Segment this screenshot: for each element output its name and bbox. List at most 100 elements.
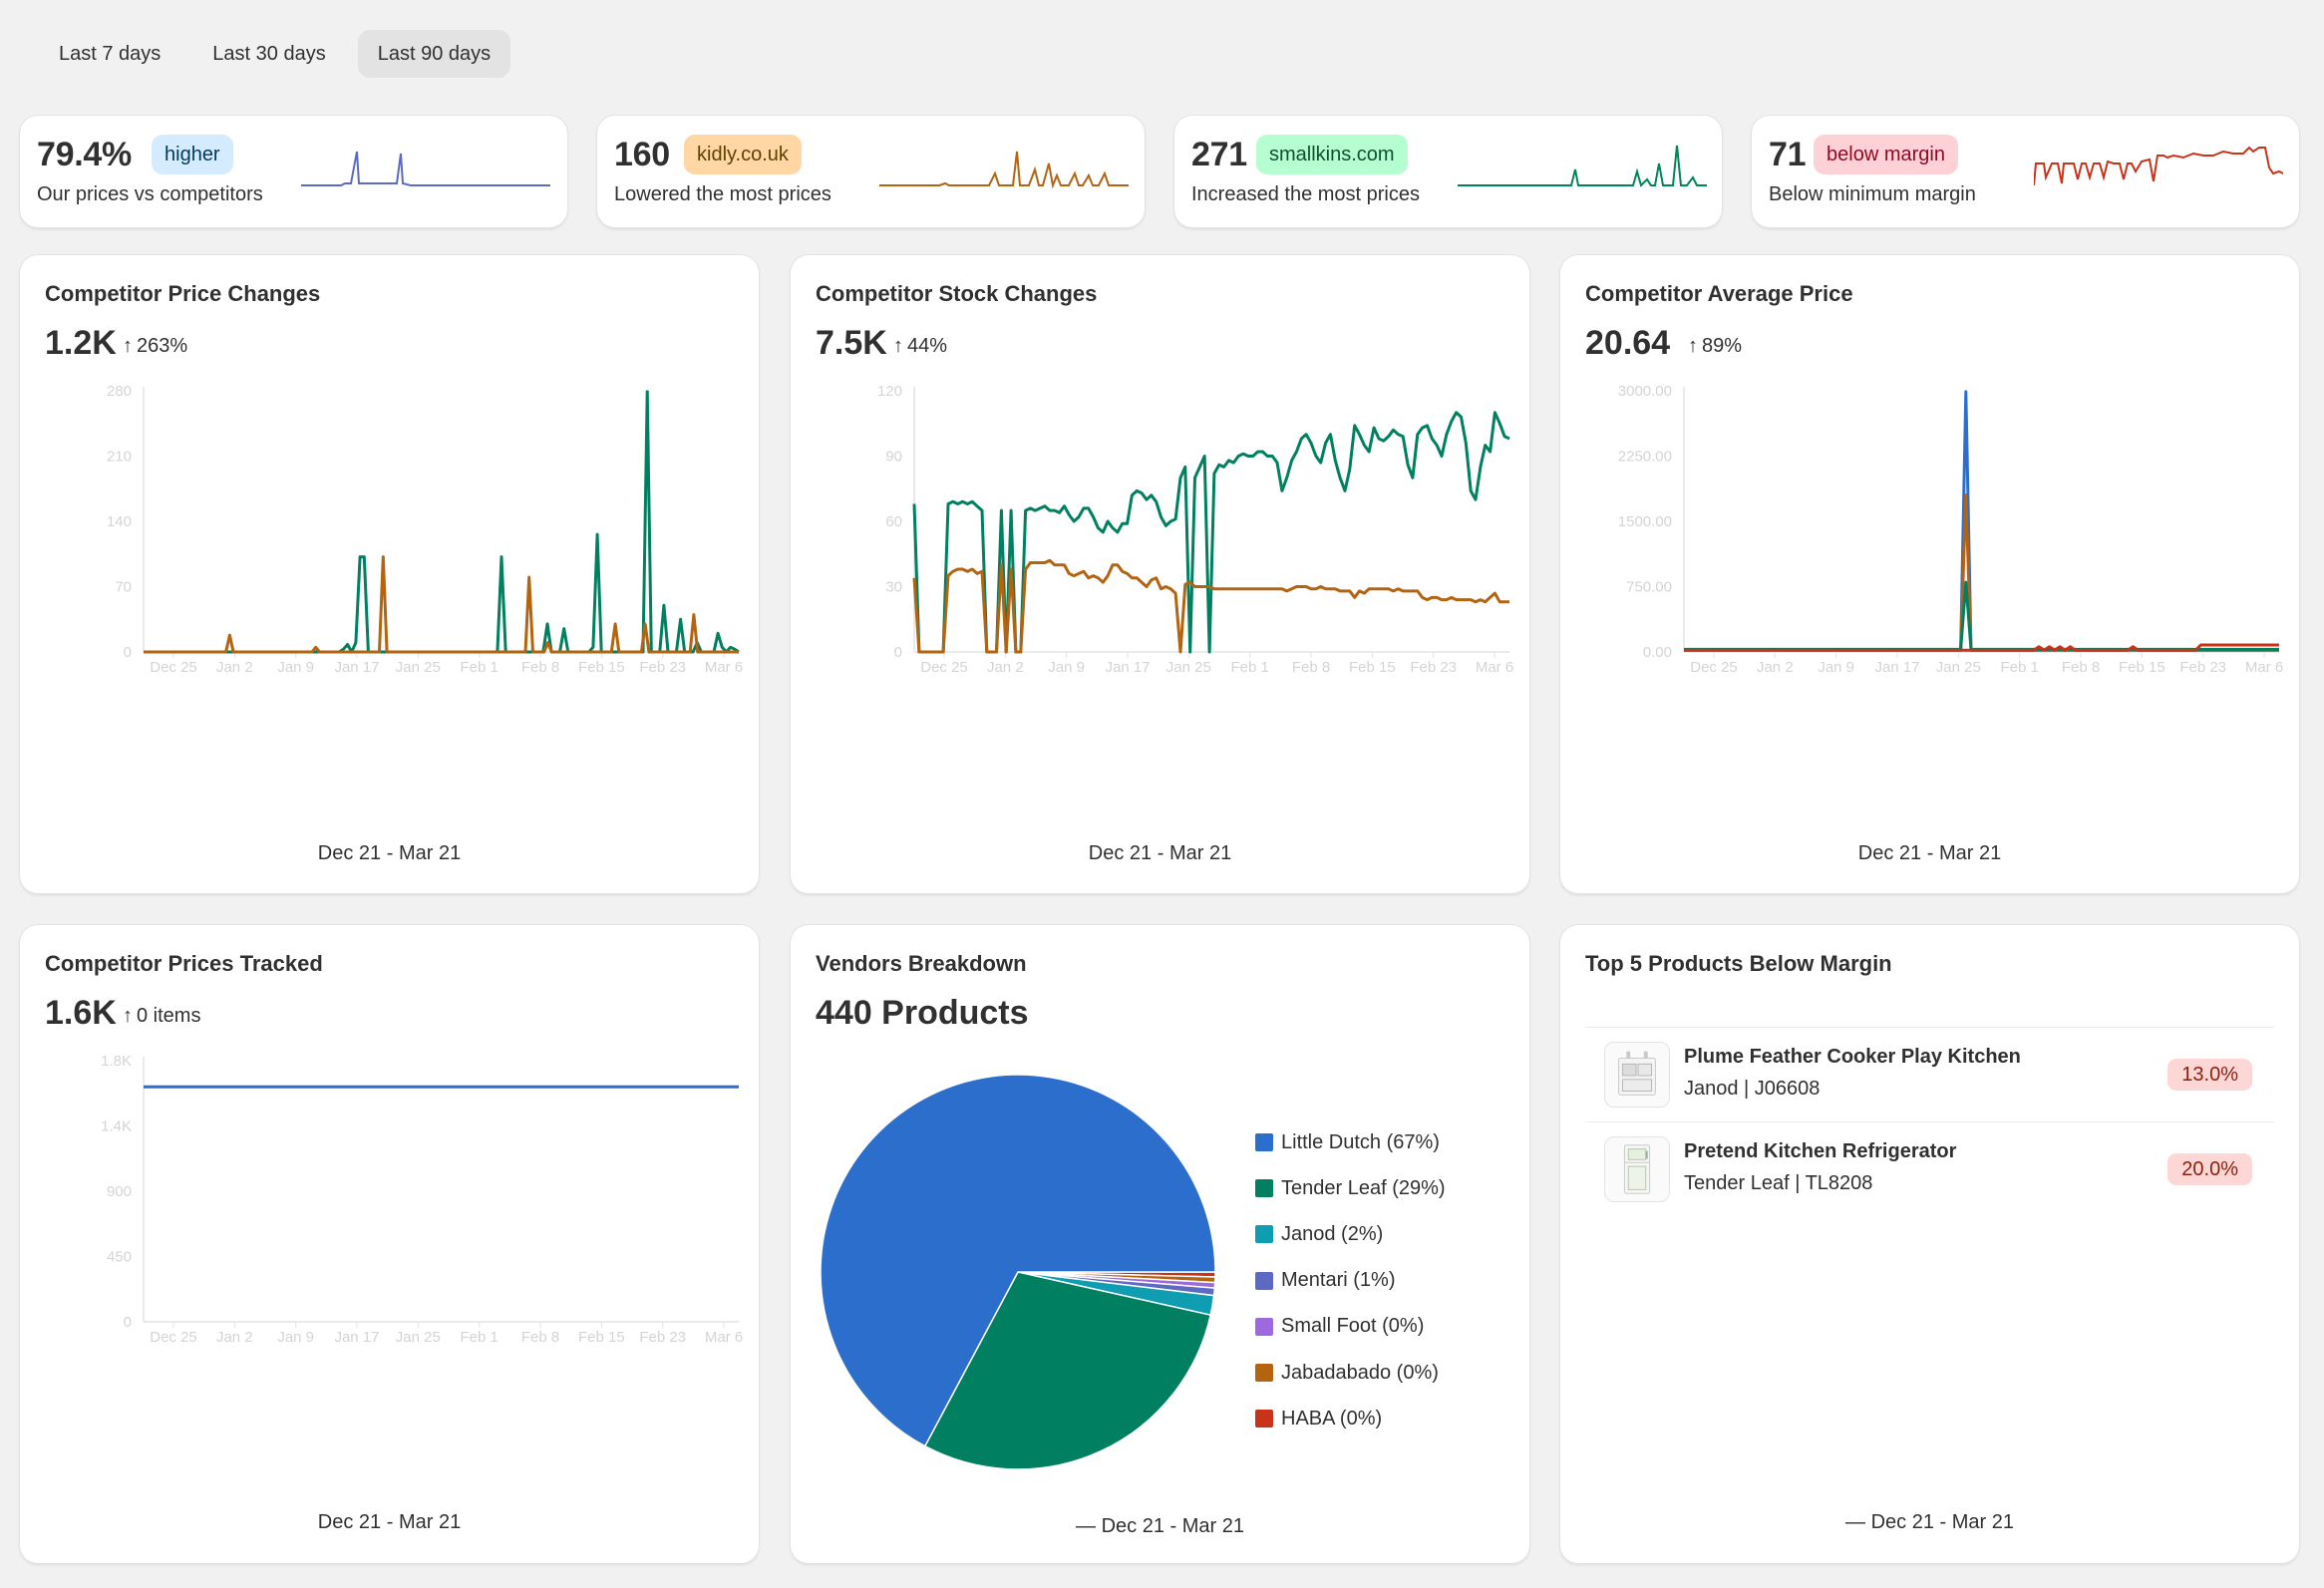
delta: ↑ 263% bbox=[123, 335, 188, 357]
x-tick-label: Jan 25 bbox=[396, 659, 441, 676]
x-tick-label: Jan 2 bbox=[1757, 659, 1794, 676]
legend-item[interactable]: Tender Leaf (29%) bbox=[1255, 1165, 1446, 1211]
delta: ↑ 44% bbox=[893, 335, 948, 357]
product-name: Pretend Kitchen Refrigerator bbox=[1684, 1140, 1957, 1162]
stock-changes-chart[interactable]: 0 30 60 90 120 Dec 25 Jan 2 Jan 9 Jan 17 Jan 25 Fe… bbox=[791, 375, 1529, 794]
pie-legend: Little Dutch (67%) Tender Leaf (29%) Janod… bbox=[1255, 1119, 1446, 1441]
tab-last-90-days[interactable]: Last 90 days bbox=[357, 30, 511, 78]
big-value: 7.5K bbox=[816, 324, 887, 362]
x-tick-label: Dec 25 bbox=[1690, 659, 1738, 676]
prices-tracked-chart[interactable]: 0 450 900 1.4K 1.8K Dec 25 Jan 2 Jan 9 Jan 17 Jan… bbox=[20, 1045, 759, 1463]
x-tick-label: Feb 15 bbox=[2119, 659, 2165, 676]
pie-slice[interactable] bbox=[923, 1271, 1212, 1470]
date-range: — Dec 21 - Mar 21 bbox=[1076, 1515, 1244, 1537]
kpi-value: 79.4% bbox=[37, 136, 132, 173]
legend-item[interactable]: Little Dutch (67%) bbox=[1255, 1119, 1446, 1165]
legend-label: Jabadabado (0%) bbox=[1281, 1361, 1439, 1384]
average-price-card: Competitor Average Price 20.64 ↑ 89% 0.00… bbox=[1560, 255, 2299, 893]
x-tick-label: Feb 1 bbox=[2000, 659, 2038, 676]
divider bbox=[1585, 1027, 2274, 1028]
arrow-up-icon: ↑ bbox=[123, 335, 133, 357]
x-tick-label: Mar 6 bbox=[2245, 659, 2283, 676]
legend-label: HABA (0%) bbox=[1281, 1407, 1383, 1429]
x-tick-label: Feb 1 bbox=[1230, 659, 1268, 676]
kpi-badge: higher bbox=[152, 135, 233, 174]
card-title: Competitor Prices Tracked bbox=[45, 951, 323, 976]
kpi-label: Below minimum margin bbox=[1769, 183, 1976, 205]
average-price-chart[interactable]: 0.00 750.00 1500.00 2250.00 3000.00 Dec 25 Jan… bbox=[1560, 375, 2299, 794]
date-range: Dec 21 - Mar 21 bbox=[317, 842, 462, 864]
pie-slice[interactable] bbox=[821, 1075, 1216, 1447]
card-title: Competitor Stock Changes bbox=[816, 281, 1098, 306]
tab-last-30-days[interactable]: Last 30 days bbox=[212, 43, 326, 65]
vendors-pie-chart[interactable] bbox=[821, 1075, 1219, 1473]
y-tick-label: 450 bbox=[107, 1249, 132, 1266]
arrow-up-icon: ↑ bbox=[123, 1005, 133, 1027]
kpi-sparkline bbox=[2034, 146, 2283, 186]
series-line bbox=[1684, 643, 2279, 652]
legend-label: Little Dutch (67%) bbox=[1281, 1130, 1440, 1153]
y-tick-label: 60 bbox=[885, 513, 902, 530]
x-tick-label: Jan 17 bbox=[334, 1329, 379, 1346]
x-tick-label: Mar 6 bbox=[1476, 659, 1513, 676]
price-changes-chart[interactable]: 0 70 140 210 280 Dec 25 Jan 2 Jan 9 Jan 17 Jan 25… bbox=[20, 375, 759, 794]
big-value: 1.6K bbox=[45, 994, 117, 1032]
tab-last-7-days[interactable]: Last 7 days bbox=[59, 43, 162, 65]
legend-swatch bbox=[1255, 1410, 1273, 1429]
y-tick-label: 750.00 bbox=[1626, 579, 1672, 596]
kpi-value: 271 bbox=[1191, 136, 1247, 173]
product-thumbnail bbox=[1604, 1042, 1670, 1108]
kpi-card-lowered-prices[interactable]: 160 kidly.co.uk Lowered the most prices bbox=[597, 116, 1145, 227]
arrow-up-icon: ↑ bbox=[1688, 335, 1698, 357]
x-tick-label: Feb 1 bbox=[460, 1329, 498, 1346]
series-line bbox=[1684, 390, 2279, 652]
kpi-value: 71 bbox=[1769, 136, 1807, 173]
x-tick-label: Dec 25 bbox=[920, 659, 968, 676]
legend-item[interactable]: HABA (0%) bbox=[1255, 1396, 1446, 1441]
kpi-sparkline bbox=[301, 151, 550, 186]
x-tick-label: Jan 9 bbox=[1818, 659, 1854, 676]
y-tick-label: 210 bbox=[107, 449, 132, 466]
card-title: Top 5 Products Below Margin bbox=[1585, 951, 1892, 976]
product-thumbnail bbox=[1604, 1136, 1670, 1202]
delta: ↑ 89% bbox=[1688, 335, 1743, 357]
legend-swatch bbox=[1255, 1133, 1273, 1152]
x-tick-label: Feb 23 bbox=[2179, 659, 2226, 676]
y-tick-label: 0 bbox=[124, 1314, 132, 1331]
stock-changes-card: Competitor Stock Changes 7.5K ↑ 44% 0 30 60… bbox=[791, 255, 1529, 893]
x-tick-label: Jan 25 bbox=[1166, 659, 1211, 676]
product-vendor-sku: Tender Leaf | TL8208 bbox=[1684, 1172, 1873, 1194]
x-tick-label: Jan 2 bbox=[216, 1329, 253, 1346]
vendors-breakdown-card: Vendors Breakdown 440 Products Little Du… bbox=[791, 925, 1529, 1563]
product-row[interactable]: Pretend Kitchen Refrigerator Tender Leaf… bbox=[1585, 1122, 2274, 1216]
y-tick-label: 0.00 bbox=[1643, 644, 1672, 661]
product-name: Plume Feather Cooker Play Kitchen bbox=[1684, 1046, 2021, 1068]
kpi-badge: smallkins.com bbox=[1256, 135, 1408, 174]
series-line bbox=[912, 411, 1510, 654]
kpi-card-below-margin[interactable]: 71 below margin Below minimum margin bbox=[1752, 116, 2299, 227]
legend-item[interactable]: Small Foot (0%) bbox=[1255, 1304, 1446, 1350]
kpi-card-price-position[interactable]: 79.4% higher Our prices vs competitors bbox=[20, 116, 567, 227]
x-tick-label: Feb 23 bbox=[639, 659, 686, 676]
x-tick-label: Jan 9 bbox=[277, 1329, 314, 1346]
kpi-card-increased-prices[interactable]: 271 smallkins.com Increased the most pri… bbox=[1174, 116, 1722, 227]
card-title: Vendors Breakdown bbox=[816, 951, 1027, 976]
y-tick-label: 1.8K bbox=[101, 1053, 132, 1070]
legend-swatch bbox=[1255, 1317, 1273, 1336]
product-row[interactable]: Plume Feather Cooker Play Kitchen Janod … bbox=[1585, 1028, 2274, 1121]
y-tick-label: 140 bbox=[107, 513, 132, 530]
legend-item[interactable]: Mentari (1%) bbox=[1255, 1258, 1446, 1304]
y-tick-label: 120 bbox=[877, 383, 902, 400]
legend-item[interactable]: Jabadabado (0%) bbox=[1255, 1350, 1446, 1396]
legend-label: Mentari (1%) bbox=[1281, 1269, 1396, 1292]
y-tick-label: 280 bbox=[107, 383, 132, 400]
x-tick-label: Feb 23 bbox=[639, 1329, 686, 1346]
x-tick-label: Jan 25 bbox=[1936, 659, 1981, 676]
legend-item[interactable]: Janod (2%) bbox=[1255, 1211, 1446, 1257]
divider bbox=[1585, 1121, 2274, 1122]
kpi-label: Our prices vs competitors bbox=[37, 183, 263, 205]
x-tick-label: Jan 9 bbox=[1048, 659, 1085, 676]
x-tick-label: Jan 25 bbox=[396, 1329, 441, 1346]
date-range: Dec 21 - Mar 21 bbox=[1857, 842, 2002, 864]
x-tick-label: Jan 17 bbox=[1874, 659, 1919, 676]
